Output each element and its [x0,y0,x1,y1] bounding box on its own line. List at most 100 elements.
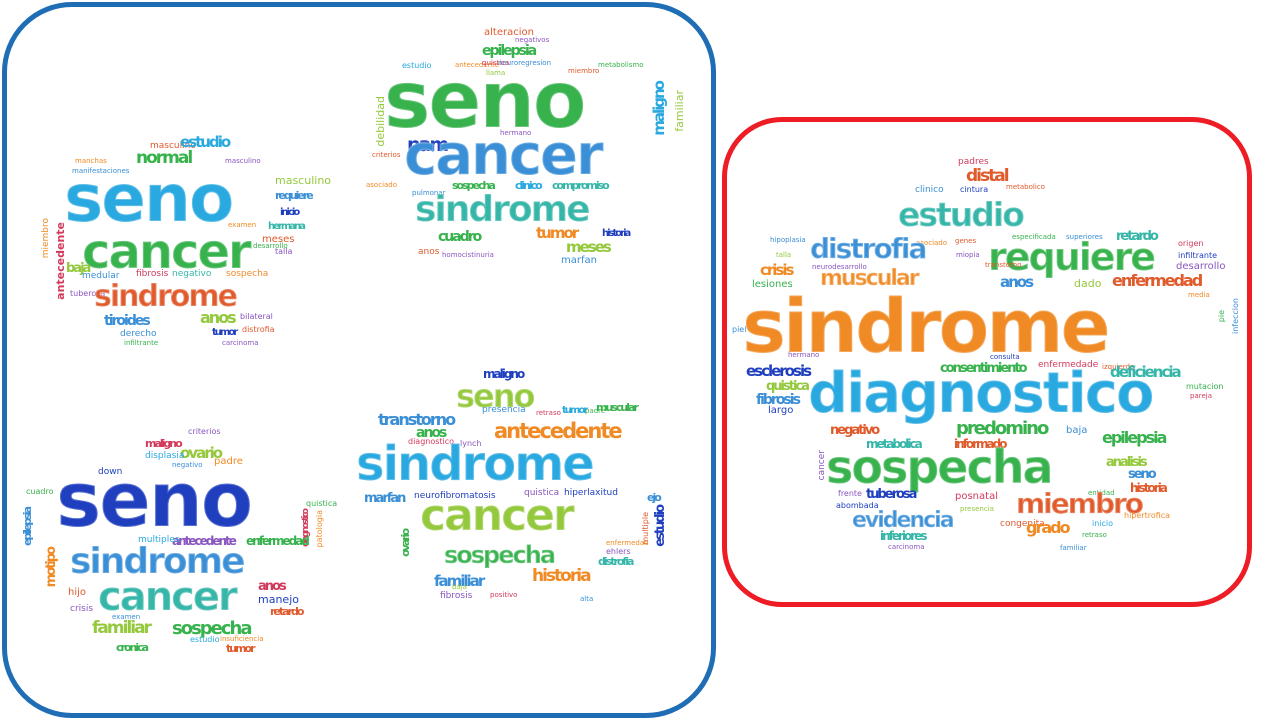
word: infeccion [1231,298,1240,335]
word: quistica [306,499,338,508]
word: epilepsia [21,508,34,546]
word: compromiso [552,179,610,192]
word: medular [82,271,120,281]
word: inicio [280,207,300,218]
word: abombada [836,501,879,510]
word: carcinoma [222,339,259,347]
word: metabolica [866,437,923,451]
word: sospecha [825,440,1055,494]
word: cronica [116,641,149,654]
word: baja [452,583,467,591]
word: distal [966,166,1010,186]
word: neurodesarrollo [812,263,867,271]
word: examen [112,613,141,621]
word: sindrome [355,436,596,492]
word: deficiencia [1110,363,1182,381]
word: enfermedad [1112,271,1203,290]
word: seno [455,377,536,415]
word: quistica [482,59,510,67]
word: derecho [120,329,157,339]
word: asociado [366,181,398,189]
word: tumor [536,224,579,242]
word: miembro [1015,487,1145,520]
word: insuficiencia [220,635,264,643]
word: consentimiento [940,361,1028,376]
word: fibrosis [756,392,801,408]
word: ehlers [606,547,631,556]
word: crisis [70,604,94,614]
word: tumor [226,642,256,655]
word: tuberosa [866,487,917,502]
word: epilepsia [482,43,537,59]
word: cancer [817,450,827,481]
word: negativo [172,269,212,279]
word: miembro [568,67,600,75]
word: consulta [990,353,1020,361]
word: seno [1128,467,1157,482]
word: epilepsia [1102,428,1167,447]
word: lesiones [752,279,793,290]
word: cuadro [26,487,54,496]
word: estudio [180,133,231,151]
word: diagnostico [807,361,1155,426]
word: manifestaciones [72,167,130,175]
word: multiples [138,535,180,545]
word: normal [136,148,193,168]
word: hiperlaxitud [564,488,618,498]
word: enfermedad [606,539,649,547]
word: esclerosis [746,362,812,380]
word: enfermedade [1038,360,1099,370]
word: neurofibromatosis [414,491,496,501]
word: superiores [1066,233,1103,241]
word: pulmonar [412,189,446,197]
word: estudio [190,635,220,644]
word: marfan [561,255,597,266]
word: sindrome [741,284,1112,370]
word: miembro [41,218,51,259]
word: anos [416,425,447,441]
word: negativos [515,36,550,44]
word: ovario [180,444,223,462]
word: fibrosis [136,269,169,279]
word: negativo [172,461,203,469]
word: examen [228,221,257,229]
word: entidad [1088,489,1115,497]
word: transtorno [985,261,1022,269]
word: alteracion [484,27,534,38]
word: positivo [490,591,518,599]
word: historia [1130,481,1168,495]
word: sospecha [452,179,496,192]
word: antecedente [172,534,237,548]
word: requiere [275,189,314,202]
word: asociado [916,239,948,247]
word: presencia [960,505,994,513]
word: tuberosa [70,289,106,298]
word: pareja [1190,392,1212,400]
word: meses [262,234,295,245]
word: neuroregresion [498,59,552,67]
word: cintura [960,185,989,194]
word: sospecha [172,618,253,639]
word: familiar [434,572,485,590]
word: anos [200,308,237,327]
word: crisis [760,261,794,279]
word: piel [732,325,747,334]
word: masculino [275,174,332,187]
word: anos [418,247,440,257]
word: familiar [1060,544,1087,552]
word: baja [1066,425,1088,436]
word: analisis [1106,455,1148,470]
word: hijo [68,587,87,598]
word: informado [954,437,1008,451]
word: predomino [956,418,1049,439]
word: manchas [75,157,107,165]
word: baja [66,261,91,276]
word: metabolismo [598,61,644,69]
word: distrofia [809,232,928,265]
word: debilidad [374,96,387,147]
word: hermano [500,129,532,137]
word: pam [407,134,449,156]
word: congenita [1000,519,1045,529]
word: llama [486,69,506,77]
word: media [1188,291,1210,299]
